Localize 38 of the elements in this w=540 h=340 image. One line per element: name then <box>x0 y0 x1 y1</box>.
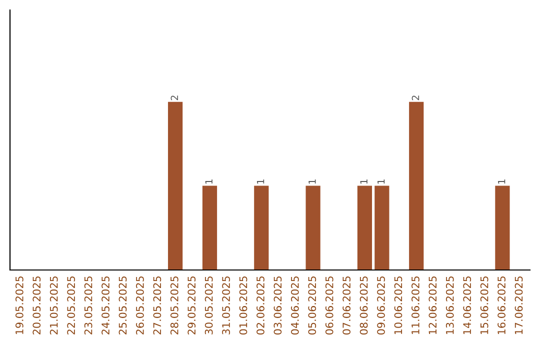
data-label: 1 <box>256 179 264 184</box>
x-tick-label: 23.05.2025 <box>84 276 92 334</box>
data-label: 1 <box>360 179 368 184</box>
x-tick-label: 06.06.2025 <box>325 276 334 335</box>
x-tick-label: 03.06.2025 <box>274 276 282 335</box>
x-tick-label: 21.05.2025 <box>50 276 58 334</box>
x-tick-label: 15.06.2025 <box>480 276 488 334</box>
x-tick-label: 19.05.2025 <box>15 276 24 334</box>
x-tick-label: 31.05.2025 <box>222 276 230 334</box>
x-tick-label: 30.05.2025 <box>204 276 213 334</box>
x-tick-label: 05.06.2025 <box>308 276 316 335</box>
x-tick-label: 12.06.2025 <box>428 276 437 334</box>
x-tick-label: 10.06.2025 <box>394 276 402 334</box>
x-tick-label: 28.05.2025 <box>170 276 178 334</box>
x-tick-label: 11.06.2025 <box>412 276 420 334</box>
data-label: 1 <box>498 179 506 184</box>
x-tick-label: 01.06.2025 <box>239 276 248 335</box>
x-tick-label: 27.05.2025 <box>153 276 162 334</box>
x-tick-label: 24.05.2025 <box>102 276 110 334</box>
x-tick-label: 14.06.2025 <box>463 276 472 334</box>
x-tick-label: 17.06.2025 <box>514 276 523 334</box>
x-tick-label: 08.06.2025 <box>360 276 368 335</box>
x-tick-label: 07.06.2025 <box>342 276 351 335</box>
x-tick-label: 25.05.2025 <box>118 276 127 334</box>
x-tick-label: 16.06.2025 <box>498 276 506 334</box>
x-tick-label: 02.06.2025 <box>256 276 264 335</box>
x-tick-label: 04.06.2025 <box>290 276 299 335</box>
data-label: 2 <box>170 96 178 100</box>
data-label: 2 <box>412 96 420 100</box>
x-tick-label: 20.05.2025 <box>32 276 41 334</box>
x-tick-label: 22.05.2025 <box>67 276 76 334</box>
x-tick-label: 09.06.2025 <box>377 276 385 335</box>
data-label: 1 <box>205 179 212 184</box>
x-tick-label: 29.05.2025 <box>188 276 196 334</box>
x-tick-label: 13.06.2025 <box>446 276 454 334</box>
data-label: 1 <box>378 179 385 184</box>
data-label: 1 <box>308 179 316 184</box>
x-tick-label: 26.05.2025 <box>136 276 144 334</box>
